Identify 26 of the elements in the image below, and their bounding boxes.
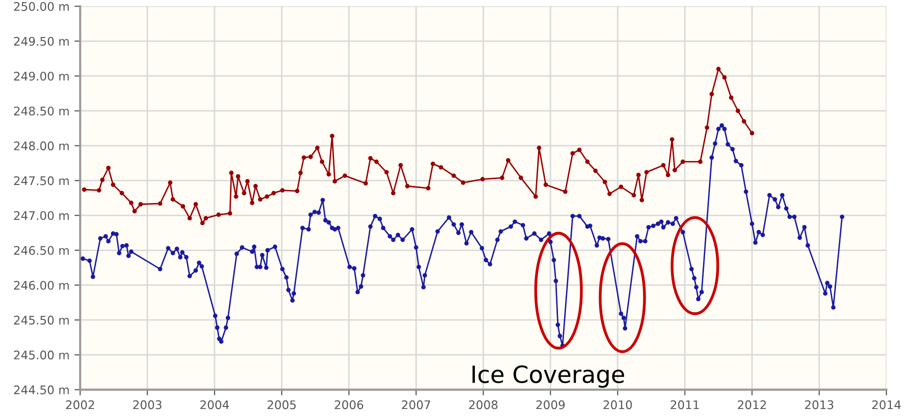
x-tick-label: 2005 <box>268 400 296 410</box>
y-tick-label: 248.50 m <box>14 106 69 116</box>
y-tick-label: 248.00 m <box>14 141 69 150</box>
y-tick-label: 249.00 m <box>14 72 69 81</box>
y-tick-label: 245.00 m <box>14 350 69 360</box>
x-tick-label: 2011 <box>670 400 699 410</box>
x-tick-label: 2007 <box>402 400 430 410</box>
y-tick-label: 250.00 m <box>14 2 69 11</box>
y-tick-label: 246.00 m <box>14 280 69 290</box>
x-tick-label: 2009 <box>536 400 565 410</box>
x-tick-label: 2014 <box>872 400 901 410</box>
y-tick-label: 246.50 m <box>14 246 69 255</box>
x-tick-label: 2012 <box>738 400 766 410</box>
y-tick-label: 245.50 m <box>14 316 69 325</box>
y-tick-label: 247.00 m <box>14 211 69 220</box>
x-tick-label: 2004 <box>200 400 229 410</box>
y-tick-label: 244.50 m <box>14 385 69 394</box>
annotation: Ice Coverage <box>472 365 624 388</box>
y-tick-label: 247.50 m <box>14 176 69 186</box>
x-tick-label: 2010 <box>604 400 632 410</box>
x-tick-label: 2013 <box>805 400 834 410</box>
x-tick-label: 2006 <box>334 400 364 410</box>
x-tick-label: 2003 <box>133 400 162 410</box>
x-tick-label: 2008 <box>469 400 498 410</box>
y-tick-label: 249.50 m <box>14 36 69 46</box>
x-tick-label: 2002 <box>66 400 94 410</box>
